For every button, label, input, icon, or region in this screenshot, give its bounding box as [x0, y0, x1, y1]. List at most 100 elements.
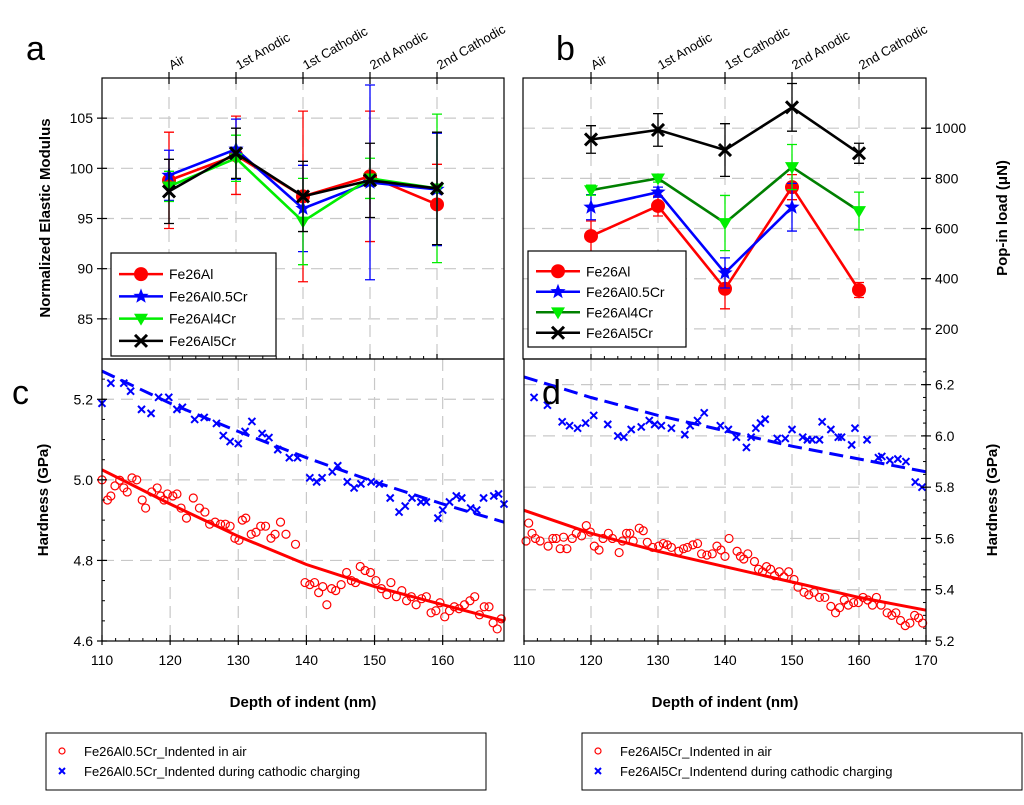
data-point	[585, 527, 595, 537]
legend-marker-x	[58, 767, 66, 775]
data-point	[137, 405, 146, 414]
data-point	[530, 533, 540, 544]
legend-marker	[133, 333, 149, 348]
legend-marker-x	[594, 767, 602, 775]
data-point	[127, 473, 137, 483]
data-point	[905, 618, 915, 628]
data-point	[598, 533, 608, 544]
data-point	[787, 425, 797, 434]
data-point	[837, 432, 846, 442]
x-tick-label: 150	[363, 652, 387, 668]
x-tick-label: 150	[780, 652, 804, 668]
data-point	[172, 405, 182, 414]
data-point	[309, 577, 320, 588]
data-point	[650, 420, 659, 429]
data-point	[275, 517, 286, 527]
data-point	[343, 477, 352, 487]
category-label: Air	[166, 51, 188, 72]
data-point	[472, 505, 481, 515]
data-point	[876, 600, 886, 610]
data-point	[492, 624, 502, 634]
data-point	[785, 162, 799, 175]
panel-letter-c: c	[12, 374, 29, 412]
data-point	[375, 479, 384, 489]
data-point	[188, 493, 198, 503]
data-point	[225, 521, 235, 531]
data-point	[642, 537, 652, 547]
data-point	[228, 146, 244, 161]
data-point	[688, 540, 698, 550]
data-point	[305, 473, 315, 483]
data-point	[333, 461, 342, 470]
data-point	[589, 411, 598, 420]
category-label: 2nd Anodic	[789, 27, 853, 72]
data-point	[830, 608, 841, 618]
data-point	[674, 546, 684, 556]
data-point	[273, 445, 282, 454]
x-tick-label: 160	[431, 652, 455, 668]
data-point	[850, 424, 860, 433]
data-point	[234, 439, 243, 448]
data-point	[494, 489, 503, 499]
data-point	[871, 592, 882, 603]
data-point	[205, 519, 215, 529]
series-b-Fe26Al5Cr	[583, 82, 867, 177]
data-point	[798, 432, 807, 442]
data-point	[210, 517, 220, 527]
data-point	[826, 425, 836, 434]
data-point	[882, 608, 892, 618]
legend-label: Fe26Al4Cr	[586, 304, 653, 320]
data-point	[901, 457, 911, 466]
legend-marker-circle	[58, 747, 66, 755]
data-point	[573, 424, 582, 433]
category-label: 2nd Cathodic	[856, 21, 930, 73]
series-line	[590, 190, 793, 275]
x-axis-title-d: Depth of indent (nm)	[652, 694, 799, 711]
data-point	[407, 493, 417, 503]
data-point	[126, 387, 135, 396]
data-point	[891, 608, 901, 618]
data-point	[804, 590, 814, 600]
data-point	[474, 610, 485, 620]
data-point	[225, 437, 235, 446]
data-point	[362, 173, 378, 188]
data-point	[479, 602, 489, 612]
data-point	[479, 493, 488, 503]
data-point	[290, 539, 301, 549]
data-point	[834, 603, 845, 613]
data-point	[877, 452, 886, 461]
data-point	[241, 513, 251, 523]
x-tick-label: 110	[513, 652, 536, 668]
data-point	[826, 601, 836, 611]
data-point	[400, 501, 410, 511]
data-point	[342, 567, 352, 578]
data-point	[293, 453, 302, 462]
data-point	[496, 614, 506, 624]
legend-label: Fe26Al4Cr	[169, 311, 236, 327]
data-point	[426, 608, 436, 618]
data-point	[814, 592, 825, 603]
data-point	[256, 521, 266, 531]
data-point	[885, 456, 895, 465]
data-point	[571, 528, 581, 538]
y-tick-label: 1000	[935, 120, 966, 136]
category-label: 1st Cathodic	[722, 23, 793, 72]
legend-marker-circle	[594, 747, 602, 755]
category-label: 1st Anodic	[233, 29, 293, 72]
fit-curve	[101, 369, 505, 524]
data-point	[305, 579, 315, 590]
data-point	[295, 189, 311, 204]
data-point	[457, 493, 466, 503]
data-point	[651, 173, 665, 186]
data-point	[853, 597, 863, 608]
data-point	[416, 594, 427, 604]
data-point	[760, 415, 770, 424]
data-point	[577, 531, 587, 541]
data-point	[484, 602, 494, 612]
data-point	[746, 432, 756, 442]
data-point	[784, 199, 800, 214]
data-point	[682, 542, 693, 553]
data-point	[724, 425, 733, 434]
panel-letter-a: a	[26, 30, 45, 68]
data-point	[558, 532, 569, 542]
